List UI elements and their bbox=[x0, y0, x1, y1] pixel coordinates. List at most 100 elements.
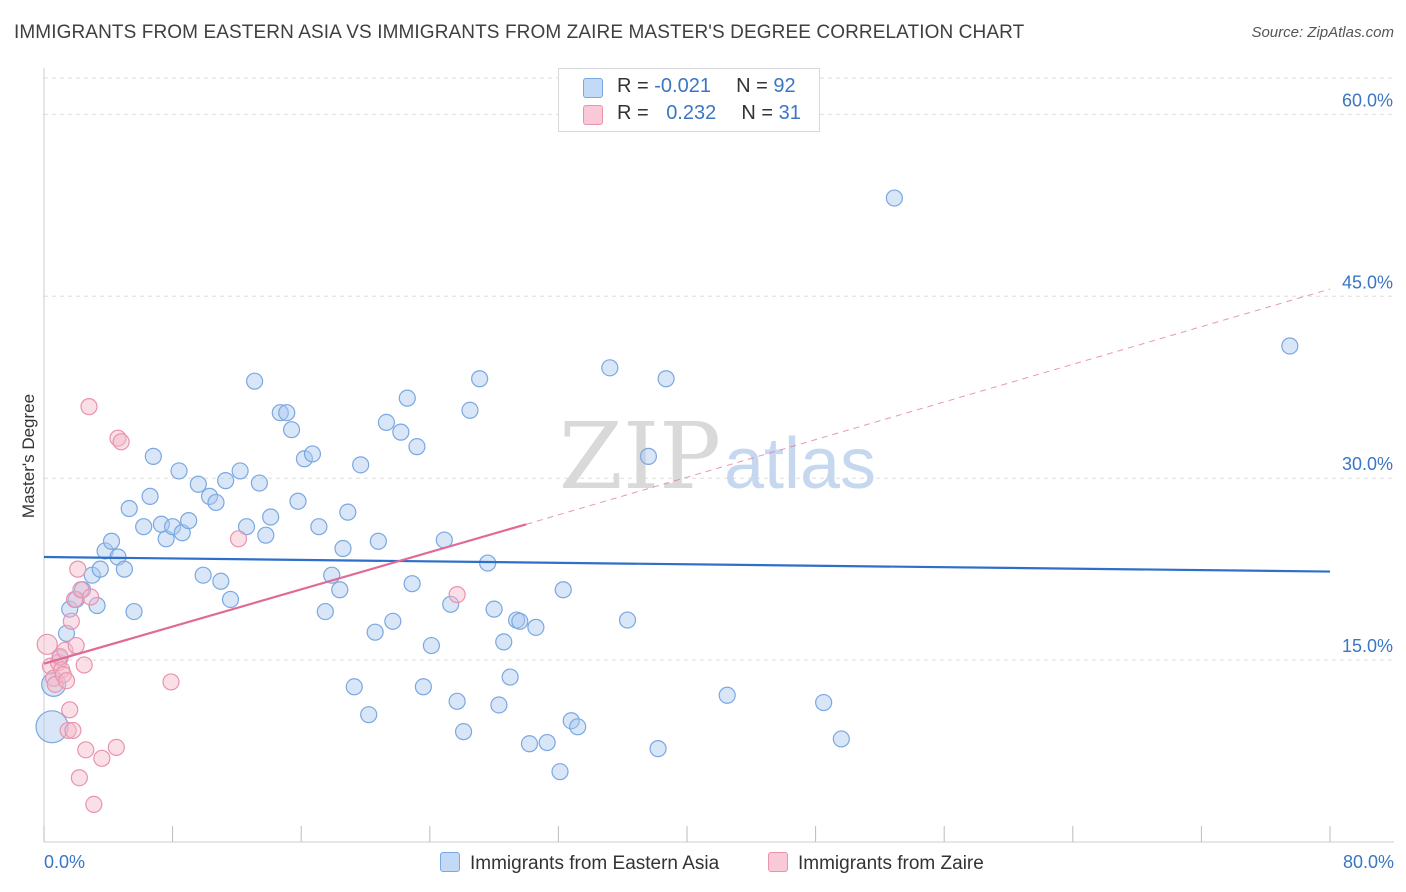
point-zaire bbox=[93, 749, 111, 767]
point-eastern-asia bbox=[562, 712, 580, 730]
point-zaire bbox=[229, 530, 248, 548]
point-eastern-asia bbox=[345, 678, 363, 696]
point-eastern-asia bbox=[408, 438, 426, 456]
point-eastern-asia bbox=[501, 668, 519, 686]
series-zaire-points bbox=[36, 398, 466, 814]
point-eastern-asia bbox=[180, 512, 198, 530]
y-tick-label: 60.0% bbox=[1342, 90, 1393, 110]
point-eastern-asia bbox=[141, 487, 159, 505]
point-eastern-asia bbox=[334, 539, 352, 558]
point-eastern-asia bbox=[520, 735, 539, 753]
series-eastern-asia-points bbox=[35, 189, 1299, 781]
point-eastern-asia bbox=[649, 740, 667, 758]
point-eastern-asia bbox=[360, 706, 378, 724]
trend-lines bbox=[43, 288, 1331, 665]
point-eastern-asia bbox=[398, 389, 416, 407]
point-eastern-asia bbox=[414, 678, 432, 696]
point-eastern-asia bbox=[815, 693, 833, 712]
n-value-eastern-asia: 92 bbox=[773, 75, 796, 97]
source-label: Source: ZipAtlas.com bbox=[1251, 24, 1394, 41]
point-zaire bbox=[107, 738, 125, 757]
point-eastern-asia bbox=[289, 492, 307, 510]
point-eastern-asia bbox=[170, 462, 188, 480]
legend-swatch-blue bbox=[583, 78, 603, 98]
point-eastern-asia bbox=[295, 450, 314, 468]
bottom-legend-zaire: Immigrants from Zaire bbox=[768, 852, 984, 875]
point-eastern-asia bbox=[88, 596, 106, 615]
point-zaire bbox=[162, 673, 180, 691]
point-zaire bbox=[70, 769, 88, 787]
point-eastern-asia bbox=[377, 413, 395, 432]
point-eastern-asia bbox=[471, 370, 489, 388]
point-eastern-asia bbox=[102, 532, 121, 550]
point-zaire bbox=[77, 741, 95, 759]
point-zaire bbox=[112, 433, 130, 451]
point-zaire bbox=[59, 721, 77, 740]
n-value-zaire: 31 bbox=[778, 102, 801, 124]
x-tick-label-min: 0.0% bbox=[44, 852, 85, 872]
point-eastern-asia bbox=[448, 692, 466, 710]
point-zaire bbox=[85, 795, 103, 814]
point-eastern-asia bbox=[125, 602, 143, 621]
point-eastern-asia bbox=[245, 372, 264, 390]
point-eastern-asia bbox=[316, 602, 334, 621]
bottom-legend-swatch-pink bbox=[768, 852, 788, 872]
bottom-legend-eastern-asia: Immigrants from Eastern Asia bbox=[440, 852, 719, 875]
gridlines bbox=[44, 77, 1394, 661]
point-zaire bbox=[61, 701, 79, 719]
point-zaire bbox=[448, 586, 466, 604]
point-zaire bbox=[36, 633, 58, 655]
point-eastern-asia bbox=[115, 560, 133, 578]
point-eastern-asia bbox=[257, 526, 275, 544]
trend-line-zaire-extension bbox=[526, 288, 1331, 525]
point-eastern-asia bbox=[237, 518, 256, 536]
legend-text-zaire: R = 0.232 N = 31 bbox=[617, 102, 801, 124]
point-eastern-asia bbox=[189, 475, 207, 493]
point-eastern-asia bbox=[271, 404, 289, 422]
point-eastern-asia bbox=[454, 723, 473, 741]
point-eastern-asia bbox=[392, 423, 410, 441]
point-eastern-asia bbox=[527, 618, 545, 636]
point-eastern-asia bbox=[485, 600, 503, 618]
point-eastern-asia bbox=[221, 590, 240, 609]
y-tick-label: 15.0% bbox=[1342, 636, 1393, 656]
point-eastern-asia bbox=[461, 401, 479, 419]
bottom-legend-label-eastern-asia: Immigrants from Eastern Asia bbox=[470, 853, 720, 874]
point-eastern-asia bbox=[144, 447, 162, 465]
axes: 15.0% 30.0% 45.0% 60.0% bbox=[43, 68, 1394, 843]
point-eastern-asia bbox=[639, 447, 658, 465]
point-eastern-asia bbox=[551, 763, 569, 781]
point-eastern-asia bbox=[352, 456, 370, 474]
point-eastern-asia bbox=[384, 612, 402, 630]
point-eastern-asia bbox=[538, 733, 556, 752]
point-zaire bbox=[67, 636, 85, 655]
point-eastern-asia bbox=[1281, 337, 1299, 355]
point-eastern-asia bbox=[262, 508, 280, 526]
watermark-atlas: atlas bbox=[724, 424, 876, 504]
point-eastern-asia bbox=[657, 370, 675, 388]
point-eastern-asia bbox=[35, 710, 69, 744]
point-eastern-asia bbox=[194, 566, 212, 584]
point-zaire bbox=[62, 612, 80, 630]
point-zaire bbox=[57, 672, 76, 690]
point-eastern-asia bbox=[618, 611, 637, 629]
point-eastern-asia bbox=[718, 686, 736, 704]
point-eastern-asia bbox=[164, 518, 182, 536]
point-eastern-asia bbox=[331, 581, 349, 599]
point-eastern-asia bbox=[369, 532, 387, 550]
point-zaire bbox=[69, 560, 87, 578]
y-tick-label: 45.0% bbox=[1342, 272, 1393, 292]
point-eastern-asia bbox=[212, 572, 230, 590]
legend-swatch-pink bbox=[583, 105, 603, 125]
trend-line-eastern-asia bbox=[43, 555, 1331, 573]
legend-text-eastern-asia: R = -0.021 N = 92 bbox=[617, 75, 796, 97]
y-axis-label: Master's Degree bbox=[19, 394, 38, 518]
point-eastern-asia bbox=[569, 718, 587, 736]
point-eastern-asia bbox=[511, 612, 529, 630]
point-eastern-asia bbox=[339, 503, 357, 521]
point-eastern-asia bbox=[120, 499, 138, 518]
point-eastern-asia bbox=[91, 560, 109, 578]
point-eastern-asia bbox=[231, 462, 249, 480]
point-zaire bbox=[75, 656, 93, 674]
point-eastern-asia bbox=[366, 623, 384, 641]
